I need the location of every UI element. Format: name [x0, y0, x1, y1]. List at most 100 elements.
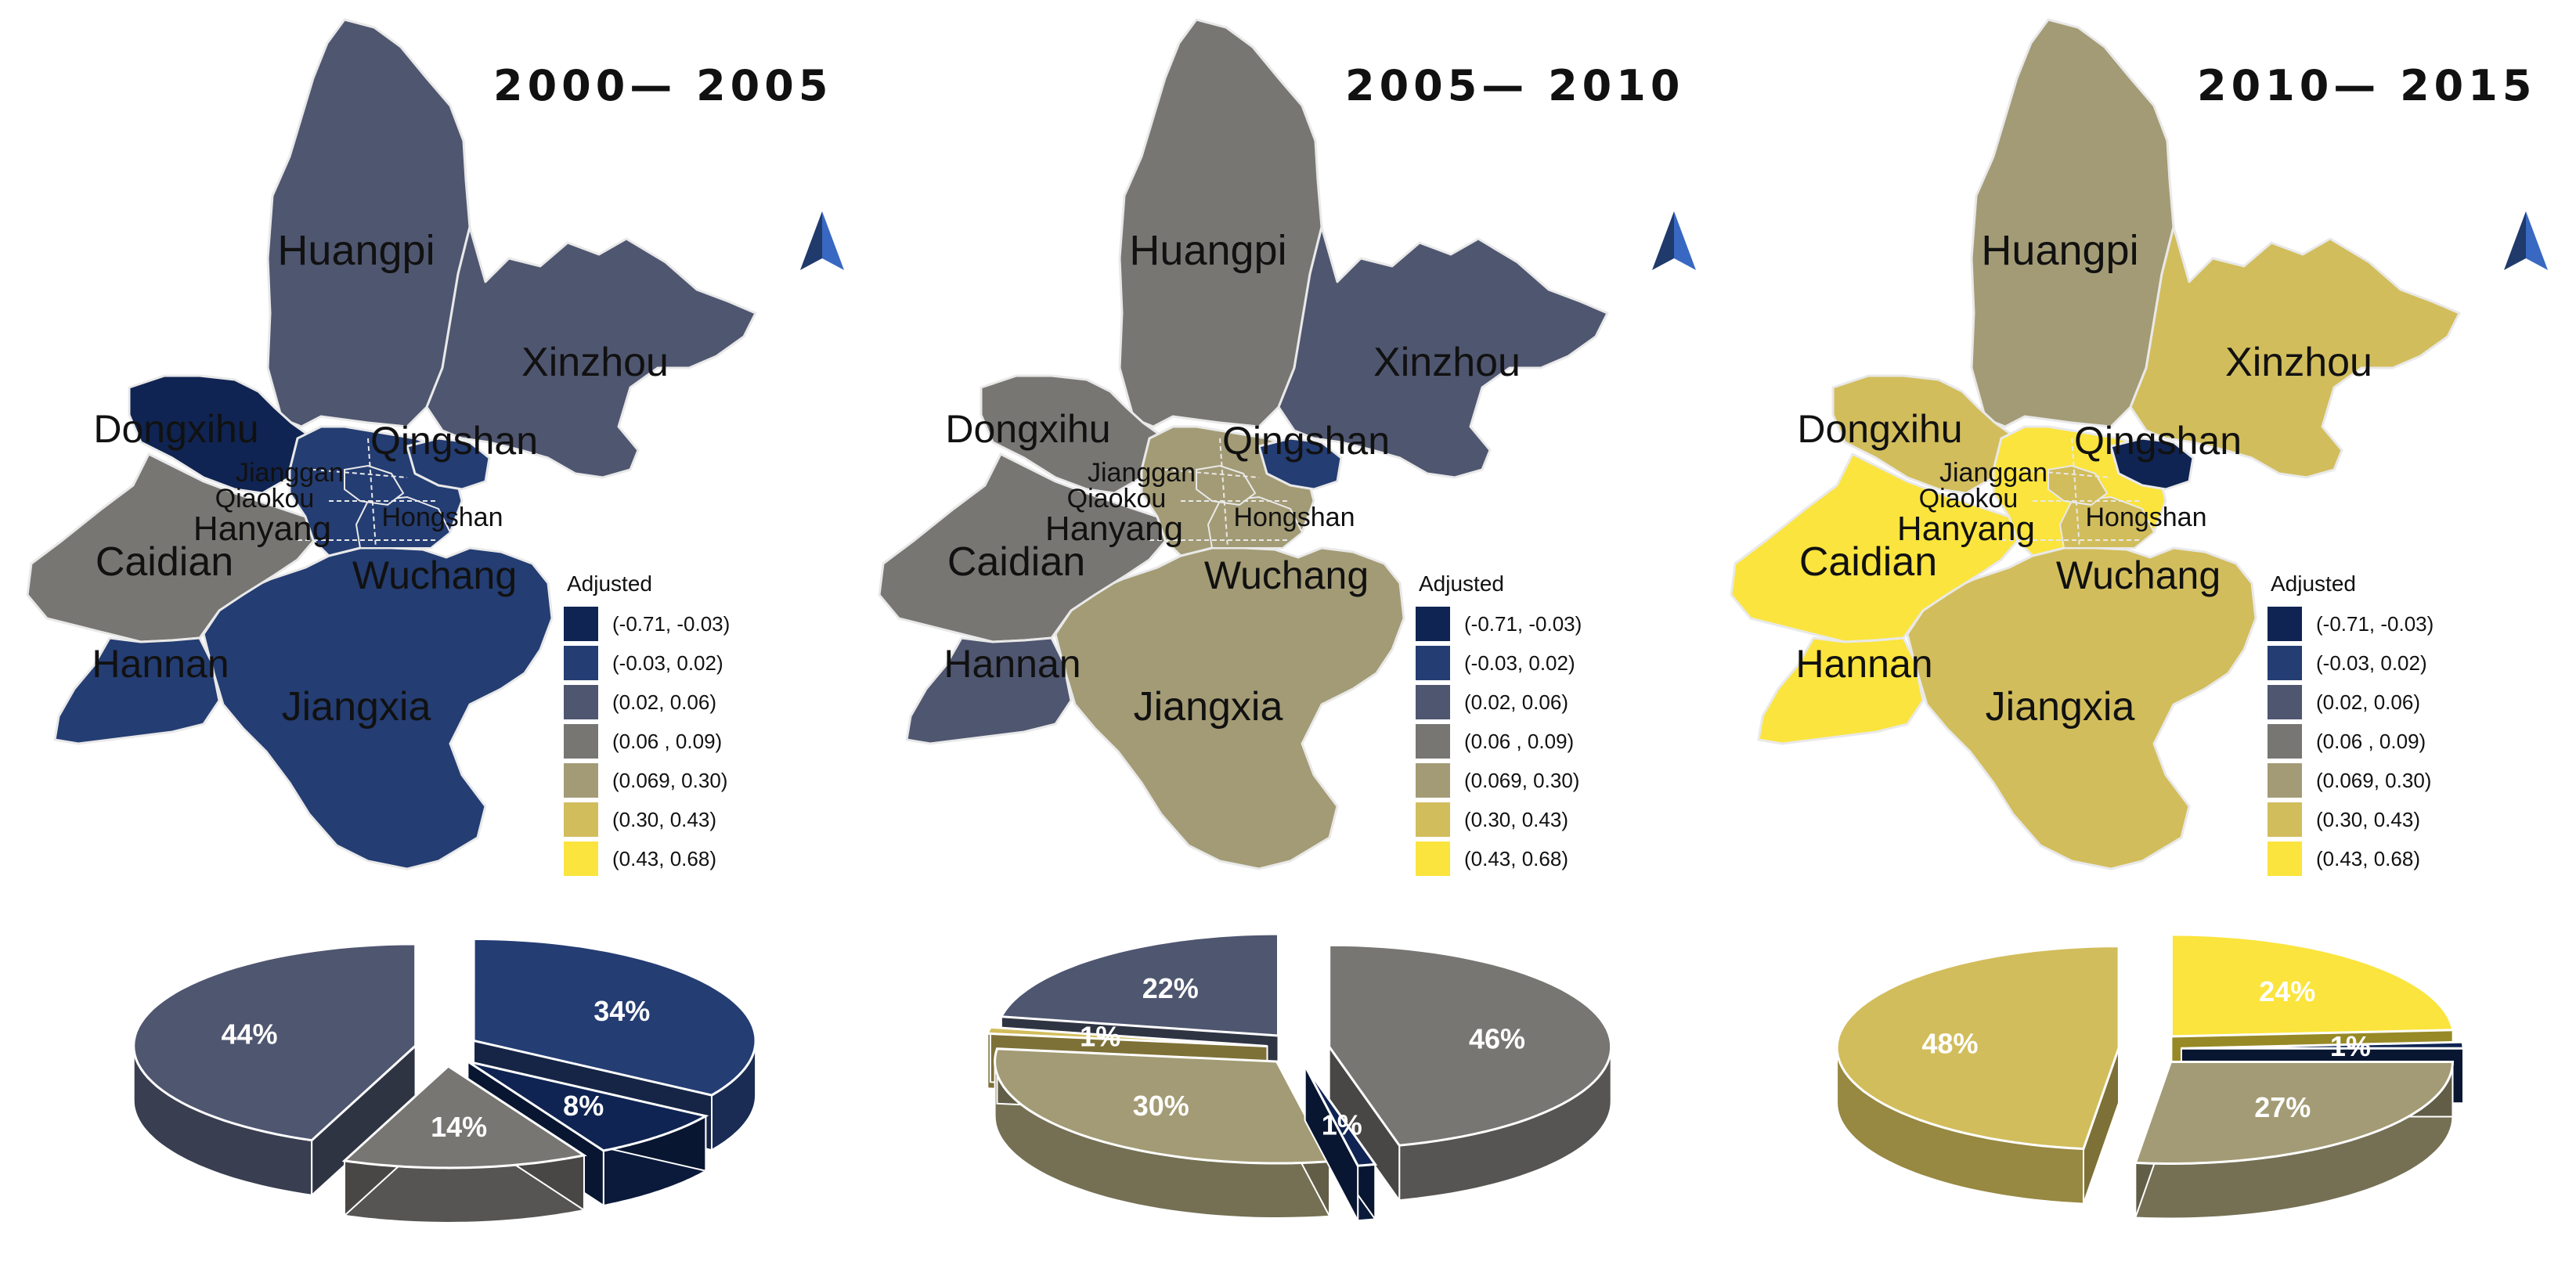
- label-jiangxia: Jiangxia: [1986, 684, 2135, 730]
- panel-2005-2010: Huangpi Xinzhou Dongxihu Qingshan Jianggan Qi…: [852, 0, 1710, 1265]
- label-caidian: Caidian: [947, 539, 1085, 585]
- legend-label: (-0.03, 0.02): [1464, 651, 1575, 675]
- pie-slice: [1304, 1063, 1378, 1222]
- legend-item: (-0.03, 0.02): [1416, 643, 1582, 683]
- legend-label: (-0.71, -0.03): [1464, 611, 1582, 636]
- period-title: 2010— 2015: [2197, 61, 2537, 110]
- legend-title: Adjusted: [567, 571, 652, 596]
- label-qingshan: Qingshan: [2074, 419, 2242, 463]
- inner-boundary: [367, 438, 377, 549]
- pie-slice-label: 1%: [2330, 1030, 2371, 1062]
- district-caidian: [878, 452, 1174, 643]
- legend-label: (0.30, 0.43): [612, 807, 716, 831]
- legend-label: (0.43, 0.68): [612, 846, 716, 870]
- pie-chart: 22% 1% 46% 30% 1%: [985, 932, 1613, 1222]
- district-map: Huangpi Xinzhou Dongxihu Qingshan JiangganQi…: [1730, 18, 2548, 870]
- pie-slice: [2134, 1060, 2455, 1220]
- label-xinzhou: Xinzhou: [521, 340, 669, 385]
- legend-swatch: [564, 763, 598, 798]
- map-legend: Adjusted (-0.71, -0.03) (-0.03, 0.02) (0.0…: [1416, 571, 1582, 878]
- pie-slice-label: 30%: [1133, 1090, 1189, 1122]
- pie-slice: [1835, 945, 2120, 1205]
- district-map: Huangpi Xinzhou Dongxihu Qingshan JiangganQi…: [878, 18, 1696, 870]
- legend-label: (0.02, 0.06): [612, 690, 716, 714]
- legend-swatch: [564, 842, 598, 876]
- district-hongshan: [1196, 464, 1257, 506]
- label-caidian: Caidian: [1799, 539, 1937, 585]
- label-jiangxia: Jiangxia: [1134, 684, 1283, 730]
- legend-swatch: [564, 685, 598, 719]
- label-jianggan: Jianggan: [1939, 458, 2047, 488]
- legend-swatch: [1416, 842, 1450, 876]
- legend-label: (0.43, 0.68): [1464, 846, 1568, 870]
- pie-slice-label: 46%: [1469, 1023, 1525, 1055]
- legend-swatch: [2268, 685, 2302, 719]
- legend-label: (0.06 , 0.09): [2316, 729, 2426, 753]
- legend-item: (0.069, 0.30): [564, 761, 730, 800]
- pie-slice-label: 8%: [563, 1090, 604, 1122]
- district-hannan: [1757, 636, 1925, 745]
- label-hanyang: Hanyang: [1045, 510, 1183, 548]
- legend-item: (0.02, 0.06): [1416, 683, 1582, 722]
- label-hongshan: Hongshan: [381, 503, 503, 532]
- legend-label: (0.02, 0.06): [2316, 690, 2420, 714]
- inner-boundary: [2016, 469, 2112, 478]
- legend-swatch: [1416, 607, 1450, 641]
- legend-item: (0.069, 0.30): [1416, 761, 1582, 800]
- pie-slice-label: 24%: [2259, 975, 2315, 1007]
- label-jiangxia: Jiangxia: [282, 684, 431, 730]
- pie-slice-label: 44%: [221, 1018, 277, 1050]
- legend-item: (0.43, 0.68): [564, 839, 730, 878]
- pie-slice-label: 34%: [593, 995, 650, 1027]
- inner-boundary: [1219, 438, 1228, 549]
- north-arrow-icon: [2504, 211, 2548, 270]
- legend-swatch: [564, 802, 598, 837]
- district-hongshan: [2047, 464, 2109, 506]
- pie-slice-label: 27%: [2254, 1091, 2311, 1123]
- district-caidian: [1730, 452, 2026, 643]
- label-wuchang: Wuchang: [352, 553, 517, 597]
- legend-item: (0.02, 0.06): [2268, 683, 2433, 722]
- legend-swatch: [564, 607, 598, 641]
- legend-item: (0.06 , 0.09): [564, 722, 730, 761]
- legend-swatch: [2268, 763, 2302, 798]
- label-caidian: Caidian: [96, 539, 233, 585]
- legend-swatch: [1416, 685, 1450, 719]
- district-hannan: [53, 636, 221, 745]
- district-hannan: [905, 636, 1073, 745]
- legend-item: (0.06 , 0.09): [2268, 722, 2433, 761]
- legend-item: (0.30, 0.43): [564, 800, 730, 839]
- legend-item: (0.43, 0.68): [1416, 839, 1582, 878]
- legend-label: (0.069, 0.30): [612, 768, 728, 792]
- legend-label: (0.30, 0.43): [1464, 807, 1568, 831]
- district-map: Huangpi Xinzhou Dongxihu Qingshan JiangganQi…: [26, 18, 844, 870]
- label-hongshan: Hongshan: [1233, 503, 1355, 532]
- legend-item: (0.30, 0.43): [1416, 800, 1582, 839]
- legend-swatch: [2268, 842, 2302, 876]
- legend-swatch: [1416, 763, 1450, 798]
- legend-swatch: [564, 646, 598, 680]
- label-hanyang: Hanyang: [1897, 510, 2035, 548]
- panel-2010-2015: Huangpi Xinzhou Dongxihu Qingshan Jianggan Qi…: [1704, 0, 2562, 1265]
- pie-slice-label: 1%: [1322, 1109, 1362, 1141]
- district-xinzhou: [1277, 225, 1609, 479]
- legend-swatch: [1416, 802, 1450, 837]
- legend-label: (0.06 , 0.09): [1464, 729, 1575, 753]
- label-hongshan: Hongshan: [2085, 503, 2206, 532]
- legend-label: (0.06 , 0.09): [612, 729, 723, 753]
- pie-slice-label: 48%: [1921, 1028, 1978, 1060]
- legend-item: (0.06 , 0.09): [1416, 722, 1582, 761]
- pie-slice: [341, 1064, 587, 1224]
- pie-slice-label: 22%: [1142, 972, 1199, 1004]
- legend-title: Adjusted: [1419, 571, 1504, 596]
- legend-label: (0.069, 0.30): [1464, 768, 1580, 792]
- legend-label: (0.02, 0.06): [1464, 690, 1568, 714]
- district-qingshan: [2109, 437, 2195, 491]
- legend-item: (-0.03, 0.02): [564, 643, 730, 683]
- pie-slice-label: 1%: [1080, 1020, 1120, 1052]
- label-qiaokou: Qiaokou: [1919, 484, 2019, 514]
- label-wuchang: Wuchang: [1204, 553, 1369, 597]
- label-qiaokou: Qiaokou: [215, 484, 315, 514]
- label-huangpi: Huangpi: [1129, 227, 1286, 274]
- legend-item: (0.069, 0.30): [2268, 761, 2433, 800]
